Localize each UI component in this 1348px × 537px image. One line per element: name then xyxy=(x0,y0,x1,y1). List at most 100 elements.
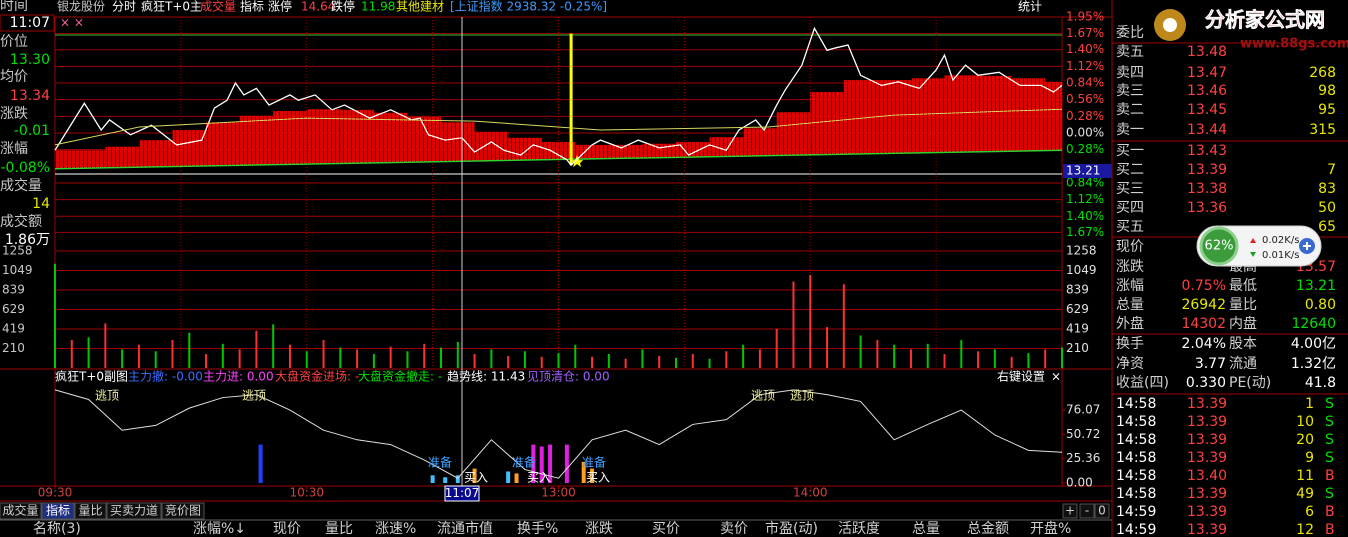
net-widget[interactable]: 62% 0.02K/s 0.01K/s xyxy=(1196,225,1322,267)
indicator-bar xyxy=(608,144,643,159)
trade-time: 14:58 xyxy=(1116,396,1156,412)
y-tick-label: 419 xyxy=(2,322,25,336)
book-label: 卖五 xyxy=(1116,44,1144,60)
volume-bar xyxy=(188,332,191,368)
y-tick-label: 629 xyxy=(2,302,25,316)
header-marks: × × xyxy=(60,16,84,30)
indicator-bar xyxy=(776,112,811,156)
trade-volume: 9 xyxy=(1305,450,1314,466)
column-header[interactable]: 涨跌 xyxy=(585,521,613,537)
trade-price: 13.39 xyxy=(1187,414,1227,430)
signal-star xyxy=(571,155,584,168)
column-header[interactable]: 市盈(动) xyxy=(765,520,818,537)
control-button[interactable] xyxy=(1079,503,1095,519)
header-item: 疯狂T+0主 xyxy=(141,0,202,14)
volume-bar xyxy=(238,349,241,368)
settings-button[interactable]: 右键设置 xyxy=(997,369,1045,384)
tab[interactable] xyxy=(41,502,75,520)
volume-bar xyxy=(104,323,107,368)
quote-label: 涨幅 xyxy=(1116,278,1144,294)
column-header[interactable]: 开盘% xyxy=(1030,520,1071,537)
x-tick-label: 13:00 xyxy=(541,486,576,500)
control-label[interactable]: 0 xyxy=(1098,504,1106,518)
column-header[interactable]: 卖价 xyxy=(720,521,748,537)
annotation: 买入 xyxy=(464,471,488,485)
tab[interactable] xyxy=(0,502,42,520)
column-header[interactable]: 总金额 xyxy=(967,521,1009,537)
volume-bar xyxy=(322,340,325,368)
trade-side: B xyxy=(1325,504,1335,520)
trade-side: S xyxy=(1325,396,1334,412)
book-price: 13.36 xyxy=(1187,200,1227,216)
tab-label[interactable]: 量比 xyxy=(78,504,102,518)
volume-bar xyxy=(1061,347,1063,368)
trade-time: 14:58 xyxy=(1116,432,1156,448)
quote-label: 收益(四) xyxy=(1116,375,1169,391)
volume-bar xyxy=(87,337,90,368)
column-header[interactable]: 换手% xyxy=(517,520,558,537)
volume-bar xyxy=(406,351,409,368)
legend-item: 趋势线: 11.43 xyxy=(447,370,525,384)
logo: 分析家公式网 www.88gs.com xyxy=(1154,7,1348,52)
stats-button[interactable]: 统计 xyxy=(1018,0,1042,14)
tab[interactable] xyxy=(74,502,107,520)
y-tick-label: 1.67% xyxy=(1066,26,1104,40)
quote-label: 外盘 xyxy=(1116,315,1144,332)
quote-value: 4.00亿 xyxy=(1291,336,1336,352)
indicator-bar xyxy=(172,130,207,167)
tab-label[interactable]: 竞价图 xyxy=(165,504,201,518)
up-speed: 0.02K/s xyxy=(1262,235,1299,246)
tab-label[interactable]: 成交量 xyxy=(2,503,38,518)
tab-label[interactable]: 指标 xyxy=(46,503,70,518)
quote-value: 26942 xyxy=(1181,297,1226,313)
volume-bar xyxy=(926,343,929,368)
quote-label: 总量 xyxy=(1116,297,1144,313)
annotation: 准备 xyxy=(512,456,536,470)
control-button[interactable] xyxy=(1062,503,1078,519)
quote-label: 流通 xyxy=(1229,356,1257,372)
book-label: 卖四 xyxy=(1116,65,1144,81)
quote-value: 0.80 xyxy=(1305,297,1336,313)
control-label[interactable]: - xyxy=(1085,504,1089,518)
quote-value: 14302 xyxy=(1181,316,1226,332)
column-header[interactable]: 涨速% xyxy=(375,521,416,537)
column-header[interactable]: 现价 xyxy=(273,521,301,537)
close-button[interactable]: × xyxy=(1051,370,1061,384)
indicator-bar xyxy=(474,131,509,161)
volume-bar xyxy=(305,351,308,368)
legend-item: 大盘资金进场: - xyxy=(275,369,359,384)
y-tick-label: 0.00% xyxy=(1066,126,1104,140)
volume-bar xyxy=(255,330,258,368)
trade-time: 14:58 xyxy=(1116,414,1156,430)
control-button[interactable] xyxy=(1094,503,1110,519)
column-header[interactable]: 名称(3) xyxy=(33,521,81,537)
column-header[interactable]: 流通市值 xyxy=(437,520,493,537)
indicator-bar xyxy=(373,112,408,163)
volume-bar xyxy=(826,327,829,368)
column-header[interactable]: 量比 xyxy=(325,521,353,537)
column-header[interactable]: 涨幅%↓ xyxy=(193,521,246,537)
book-volume: 7 xyxy=(1327,162,1336,178)
column-header[interactable]: 买价 xyxy=(652,521,680,537)
signal-bar xyxy=(548,444,553,483)
header-item: 指标 xyxy=(240,0,264,14)
book-volume: 315 xyxy=(1309,122,1336,138)
column-header[interactable]: 总量 xyxy=(912,521,940,537)
trade-time: 14:59 xyxy=(1116,522,1156,537)
control-label[interactable]: + xyxy=(1065,504,1075,518)
indicator-line xyxy=(54,389,1063,479)
volume-bar xyxy=(893,344,896,368)
quote-value: 1.32亿 xyxy=(1291,356,1336,372)
y-tick-label: 1.12% xyxy=(1066,59,1104,73)
book-price: 13.38 xyxy=(1187,181,1227,197)
indicator-bar xyxy=(71,150,106,169)
tab[interactable] xyxy=(106,502,162,520)
y-tick-label: 0.28% xyxy=(1066,109,1104,123)
tab[interactable] xyxy=(161,502,205,520)
tab-label[interactable]: 买卖力道 xyxy=(110,504,158,518)
cursor-label: 11:07 xyxy=(445,486,480,500)
volume-bar xyxy=(1010,356,1013,368)
column-header[interactable]: 活跃度 xyxy=(838,521,880,537)
